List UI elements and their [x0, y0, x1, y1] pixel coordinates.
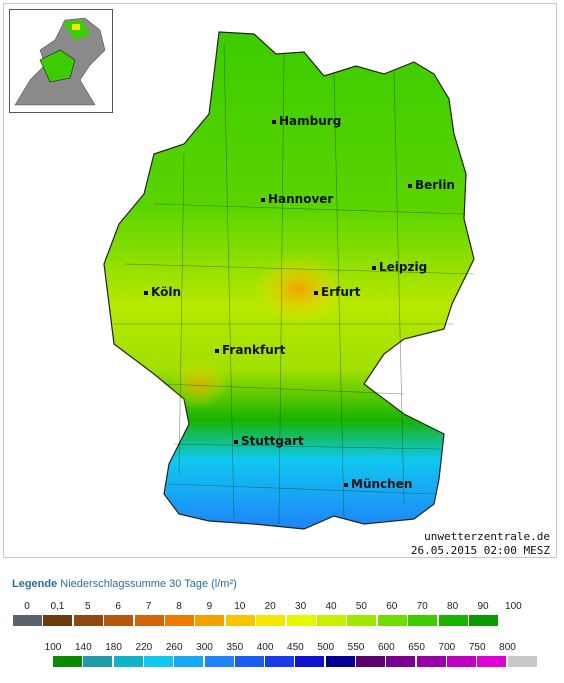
legend-label: 30 [295, 601, 307, 612]
legend-swatch [104, 615, 134, 626]
legend-label: 50 [355, 601, 367, 612]
legend-swatch [256, 615, 286, 626]
legend-swatch [408, 615, 438, 626]
legend-label: 70 [416, 601, 428, 612]
dry-area [169, 359, 229, 409]
legend-label: 650 [408, 642, 425, 653]
city-label-erfurt: Erfurt [314, 285, 361, 299]
legend-label: 100 [44, 642, 62, 653]
city-marker-icon [272, 119, 276, 124]
legend-swatch [325, 656, 355, 667]
city-label-hannover: Hannover [261, 192, 333, 206]
city-marker-icon [144, 290, 148, 295]
legend-swatch [225, 615, 255, 626]
legend-swatch [143, 656, 173, 667]
city-label-stuttgart: Stuttgart [234, 434, 304, 448]
city-marker-icon [234, 439, 238, 444]
legend-label: 6 [115, 601, 121, 612]
legend-swatch [295, 656, 325, 667]
legend-swatch [53, 656, 82, 667]
legend-swatch [234, 656, 264, 667]
legend-swatch [356, 656, 385, 667]
legend-title-text: Niederschlagssumme 30 Tage (l/m²) [60, 578, 237, 590]
legend-label: 400 [256, 642, 274, 653]
city-label-frankfurt: Frankfurt [215, 343, 285, 357]
city-marker-icon [408, 183, 412, 188]
legend-label: 600 [377, 642, 395, 653]
legend-label: 100 [505, 601, 522, 612]
legend-label: 300 [196, 642, 213, 653]
legend-label: 90 [477, 601, 489, 612]
legend-label: 9 [206, 601, 213, 612]
legend-label: 140 [74, 642, 92, 653]
city-label-berlin: Berlin [408, 178, 455, 192]
city-marker-icon [372, 265, 376, 270]
legend-title: Legende Niederschlagssumme 30 Tage (l/m²… [12, 578, 237, 590]
legend-label: 180 [105, 642, 122, 653]
legend-swatch [204, 656, 234, 667]
legend-swatch [507, 656, 537, 667]
legend-swatch [83, 656, 113, 667]
legend-swatch [13, 615, 42, 626]
legend-swatch [73, 615, 103, 626]
legend-label: 0,1 [50, 601, 65, 612]
city-marker-icon [261, 197, 265, 202]
legend-label: 60 [386, 601, 398, 612]
legend-swatch [438, 615, 468, 626]
legend-swatch [317, 615, 346, 626]
legend-swatch [43, 615, 73, 626]
legend-label: 40 [325, 601, 337, 612]
legend-swatch [286, 615, 316, 626]
legend-label: 260 [165, 642, 183, 653]
germany-precipitation-map [103, 31, 475, 530]
credit-site: unwetterzentrale.de [424, 530, 550, 543]
legend-label: 20 [264, 601, 276, 612]
legend-label: 220 [135, 642, 153, 653]
legend-label: 350 [226, 642, 244, 653]
legend-swatch [416, 656, 446, 667]
city-label-hamburg: Hamburg [272, 114, 341, 128]
legend-label: 450 [287, 642, 304, 653]
legend-label: 700 [438, 642, 456, 653]
city-label-muenchen: München [344, 477, 412, 491]
district-borders [114, 43, 475, 525]
legend-label: 0 [24, 601, 30, 612]
legend-swatch [265, 656, 295, 667]
legend-swatch [377, 615, 407, 626]
weather-map: Hamburg Berlin Hannover Leipzig Köln Erf… [3, 3, 557, 558]
legend-label: 500 [317, 642, 335, 653]
legend-swatch [446, 656, 476, 667]
legend-swatch [174, 656, 204, 667]
legend-label: 800 [499, 642, 516, 653]
legend-swatch [165, 615, 194, 626]
legend-label: 550 [347, 642, 365, 653]
legend-swatch [386, 656, 416, 667]
city-marker-icon [314, 290, 318, 295]
city-marker-icon [215, 348, 219, 353]
legend-title-bold: Legende [12, 578, 58, 590]
legend-label: 7 [145, 601, 152, 612]
map-credit: unwetterzentrale.de 26.05.2015 02:00 MES… [410, 530, 550, 557]
legend-label: 750 [468, 642, 486, 653]
city-label-koeln: Köln [144, 285, 181, 299]
legend-swatch [469, 615, 498, 626]
legend-swatch [195, 615, 225, 626]
legend-swatch [113, 656, 143, 667]
dry-area [254, 254, 344, 324]
legend-label: 5 [85, 601, 91, 612]
legend-label: 8 [176, 601, 182, 612]
legend-swatch [134, 615, 164, 626]
legend-swatch [347, 615, 377, 626]
city-label-leipzig: Leipzig [372, 260, 427, 274]
city-marker-icon [344, 482, 348, 487]
europe-inset-map [9, 9, 113, 113]
legend-label: 80 [447, 601, 459, 612]
credit-date: 26.05.2015 02:00 MESZ [410, 544, 550, 557]
legend-swatch [477, 656, 507, 667]
legend-label: 10 [234, 601, 246, 612]
